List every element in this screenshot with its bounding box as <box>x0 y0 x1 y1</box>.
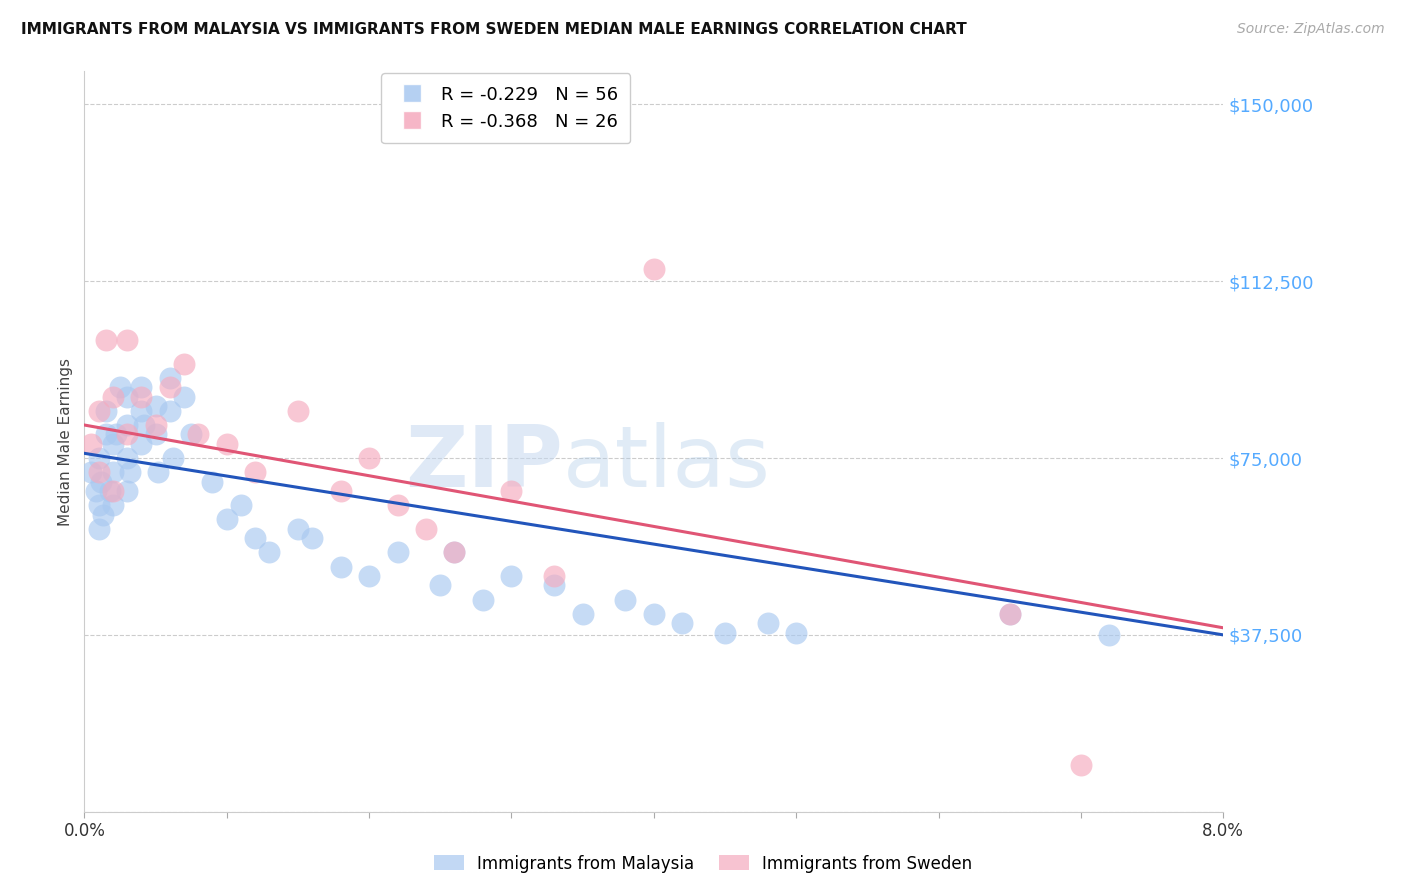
Point <box>115 417 138 432</box>
Point <box>643 607 665 621</box>
Point <box>98 484 121 499</box>
Text: atlas: atlas <box>562 422 770 505</box>
Point <box>1098 628 1121 642</box>
Point <box>287 522 309 536</box>
Point <box>501 569 523 583</box>
Point <box>108 380 131 394</box>
Point <box>162 451 184 466</box>
Point <box>104 427 127 442</box>
Point <box>643 262 665 277</box>
Point <box>80 437 103 451</box>
Point <box>259 545 281 559</box>
Legend: Immigrants from Malaysia, Immigrants from Sweden: Immigrants from Malaysia, Immigrants fro… <box>427 848 979 880</box>
Point <box>87 522 110 536</box>
Point <box>998 607 1021 621</box>
Point <box>329 484 352 499</box>
Point <box>84 484 107 499</box>
Point <box>1070 757 1092 772</box>
Point <box>173 357 195 371</box>
Point <box>87 498 110 512</box>
Point <box>415 522 437 536</box>
Point <box>756 616 779 631</box>
Point <box>80 465 103 479</box>
Point <box>94 427 117 442</box>
Point <box>131 404 153 418</box>
Point <box>215 437 238 451</box>
Point <box>571 607 593 621</box>
Point <box>101 390 124 404</box>
Point <box>115 484 138 499</box>
Point <box>159 380 181 394</box>
Text: Source: ZipAtlas.com: Source: ZipAtlas.com <box>1237 22 1385 37</box>
Point <box>131 437 153 451</box>
Point <box>359 451 381 466</box>
Point <box>115 451 138 466</box>
Point <box>287 404 309 418</box>
Point <box>387 545 409 559</box>
Point <box>443 545 465 559</box>
Point <box>245 531 267 545</box>
Point <box>115 333 138 347</box>
Point <box>387 498 409 512</box>
Point <box>87 404 110 418</box>
Point <box>101 498 124 512</box>
Point <box>101 465 124 479</box>
Point <box>543 569 565 583</box>
Point <box>159 404 181 418</box>
Point <box>131 380 153 394</box>
Point <box>501 484 523 499</box>
Point <box>90 475 112 489</box>
Text: IMMIGRANTS FROM MALAYSIA VS IMMIGRANTS FROM SWEDEN MEDIAN MALE EARNINGS CORRELAT: IMMIGRANTS FROM MALAYSIA VS IMMIGRANTS F… <box>21 22 967 37</box>
Point <box>187 427 209 442</box>
Point <box>145 417 167 432</box>
Point <box>118 465 141 479</box>
Point <box>101 484 124 499</box>
Point <box>714 625 737 640</box>
Point <box>301 531 323 545</box>
Point <box>229 498 252 512</box>
Point <box>87 465 110 479</box>
Point <box>91 508 114 522</box>
Point <box>173 390 195 404</box>
Point <box>359 569 381 583</box>
Point <box>443 545 465 559</box>
Point <box>148 465 170 479</box>
Point <box>94 333 117 347</box>
Point <box>671 616 693 631</box>
Point <box>145 399 167 413</box>
Point <box>180 427 202 442</box>
Y-axis label: Median Male Earnings: Median Male Earnings <box>58 358 73 525</box>
Legend: R = -0.229   N = 56, R = -0.368   N = 26: R = -0.229 N = 56, R = -0.368 N = 26 <box>381 73 630 144</box>
Point <box>159 371 181 385</box>
Point <box>614 592 637 607</box>
Point <box>145 427 167 442</box>
Point <box>998 607 1021 621</box>
Point <box>543 578 565 592</box>
Point <box>215 512 238 526</box>
Point <box>131 390 153 404</box>
Point <box>329 559 352 574</box>
Point <box>472 592 495 607</box>
Point <box>785 625 807 640</box>
Point <box>245 465 267 479</box>
Text: ZIP: ZIP <box>405 422 562 505</box>
Point <box>87 451 110 466</box>
Point <box>101 437 124 451</box>
Point <box>134 417 156 432</box>
Point <box>429 578 451 592</box>
Point <box>115 390 138 404</box>
Point <box>201 475 224 489</box>
Point <box>94 404 117 418</box>
Point <box>115 427 138 442</box>
